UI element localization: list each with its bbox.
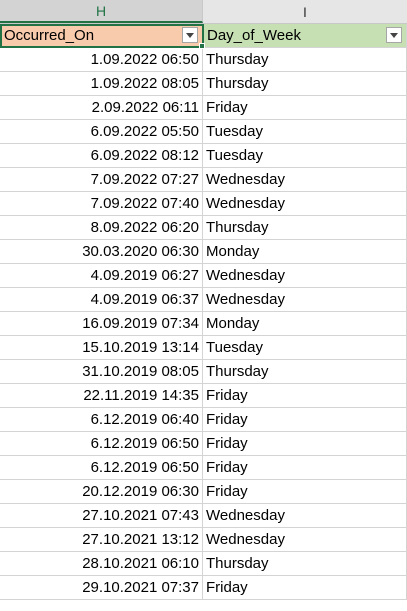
cell-occurred-on[interactable]: 22.11.2019 14:35	[0, 384, 203, 407]
cell-occurred-on[interactable]: 29.10.2021 07:37	[0, 576, 203, 599]
table-row: 2.09.2022 06:11 Friday	[0, 96, 407, 120]
table-row: 27.10.2021 13:12 Wednesday	[0, 528, 407, 552]
table-row: 7.09.2022 07:27 Wednesday	[0, 168, 407, 192]
column-header-i[interactable]: I	[303, 3, 307, 20]
cell-occurred-on[interactable]: 1.09.2022 08:05	[0, 72, 203, 95]
cell-day-of-week[interactable]: Friday	[203, 576, 407, 599]
cell-day-of-week[interactable]: Thursday	[203, 72, 407, 95]
table-row: 29.10.2021 07:37 Friday	[0, 576, 407, 600]
cell-occurred-on[interactable]: 1.09.2022 06:50	[0, 48, 203, 71]
cell-day-of-week[interactable]: Thursday	[203, 48, 407, 71]
table-row: 22.11.2019 14:35 Friday	[0, 384, 407, 408]
header-label-occurred-on: Occurred_On	[4, 27, 95, 44]
column-header-h[interactable]: H	[0, 0, 203, 23]
cell-day-of-week[interactable]: Wednesday	[203, 504, 407, 527]
cell-occurred-on[interactable]: 8.09.2022 06:20	[0, 216, 203, 239]
cell-occurred-on[interactable]: 4.09.2019 06:27	[0, 264, 203, 287]
cell-day-of-week[interactable]: Tuesday	[203, 336, 407, 359]
cell-day-of-week[interactable]: Wednesday	[203, 528, 407, 551]
table-row: 7.09.2022 07:40 Wednesday	[0, 192, 407, 216]
table-row: 28.10.2021 06:10 Thursday	[0, 552, 407, 576]
cell-occurred-on[interactable]: 6.12.2019 06:40	[0, 408, 203, 431]
table-row: 4.09.2019 06:37 Wednesday	[0, 288, 407, 312]
table-row: 27.10.2021 07:43 Wednesday	[0, 504, 407, 528]
cell-occurred-on[interactable]: 15.10.2019 13:14	[0, 336, 203, 359]
table-row: 6.12.2019 06:50 Friday	[0, 456, 407, 480]
cell-day-of-week[interactable]: Thursday	[203, 552, 407, 575]
cell-grid: Occurred_On Day_of_Week 1.09.2022 06:50 T…	[0, 24, 407, 600]
table-row: 1.09.2022 08:05 Thursday	[0, 72, 407, 96]
table-header-row: Occurred_On Day_of_Week	[0, 24, 407, 48]
cell-day-of-week[interactable]: Friday	[203, 480, 407, 503]
header-label-day-of-week: Day_of_Week	[207, 27, 301, 44]
cell-day-of-week[interactable]: Monday	[203, 240, 407, 263]
cell-occurred-on[interactable]: 4.09.2019 06:37	[0, 288, 203, 311]
fill-handle[interactable]	[199, 43, 205, 49]
cell-occurred-on[interactable]: 6.12.2019 06:50	[0, 456, 203, 479]
cell-occurred-on[interactable]: 20.12.2019 06:30	[0, 480, 203, 503]
cell-occurred-on[interactable]: 27.10.2021 13:12	[0, 528, 203, 551]
chevron-down-icon	[390, 32, 398, 38]
table-row: 20.12.2019 06:30 Friday	[0, 480, 407, 504]
column-headers: H I	[0, 0, 407, 24]
cell-day-of-week[interactable]: Thursday	[203, 360, 407, 383]
cell-day-of-week[interactable]: Friday	[203, 456, 407, 479]
cell-occurred-on[interactable]: 6.09.2022 05:50	[0, 120, 203, 143]
chevron-down-icon	[186, 32, 194, 38]
cell-occurred-on[interactable]: 7.09.2022 07:27	[0, 168, 203, 191]
cell-day-of-week[interactable]: Wednesday	[203, 264, 407, 287]
cell-occurred-on[interactable]: 6.12.2019 06:50	[0, 432, 203, 455]
table-row: 6.09.2022 08:12 Tuesday	[0, 144, 407, 168]
header-cell-day-of-week[interactable]: Day_of_Week	[203, 24, 407, 47]
cell-occurred-on[interactable]: 31.10.2019 08:05	[0, 360, 203, 383]
table-row: 6.12.2019 06:40 Friday	[0, 408, 407, 432]
cell-occurred-on[interactable]: 16.09.2019 07:34	[0, 312, 203, 335]
table-row: 30.03.2020 06:30 Monday	[0, 240, 407, 264]
filter-button-occurred-on[interactable]	[182, 27, 198, 43]
cell-day-of-week[interactable]: Wednesday	[203, 168, 407, 191]
table-row: 1.09.2022 06:50 Thursday	[0, 48, 407, 72]
cell-day-of-week[interactable]: Wednesday	[203, 192, 407, 215]
cell-occurred-on[interactable]: 6.09.2022 08:12	[0, 144, 203, 167]
cell-day-of-week[interactable]: Thursday	[203, 216, 407, 239]
cell-day-of-week[interactable]: Friday	[203, 432, 407, 455]
cell-day-of-week[interactable]: Wednesday	[203, 288, 407, 311]
header-cell-occurred-on[interactable]: Occurred_On	[0, 24, 203, 47]
cell-day-of-week[interactable]: Friday	[203, 384, 407, 407]
filter-button-day-of-week[interactable]	[386, 27, 402, 43]
table-row: 6.09.2022 05:50 Tuesday	[0, 120, 407, 144]
cell-occurred-on[interactable]: 2.09.2022 06:11	[0, 96, 203, 119]
cell-day-of-week[interactable]: Tuesday	[203, 120, 407, 143]
table-row: 6.12.2019 06:50 Friday	[0, 432, 407, 456]
cell-occurred-on[interactable]: 7.09.2022 07:40	[0, 192, 203, 215]
table-row: 8.09.2022 06:20 Thursday	[0, 216, 407, 240]
cell-day-of-week[interactable]: Tuesday	[203, 144, 407, 167]
cell-day-of-week[interactable]: Friday	[203, 408, 407, 431]
table-row: 4.09.2019 06:27 Wednesday	[0, 264, 407, 288]
cell-day-of-week[interactable]: Friday	[203, 96, 407, 119]
cell-occurred-on[interactable]: 28.10.2021 06:10	[0, 552, 203, 575]
cell-day-of-week[interactable]: Monday	[203, 312, 407, 335]
table-row: 16.09.2019 07:34 Monday	[0, 312, 407, 336]
table-row: 15.10.2019 13:14 Tuesday	[0, 336, 407, 360]
cell-occurred-on[interactable]: 27.10.2021 07:43	[0, 504, 203, 527]
cell-occurred-on[interactable]: 30.03.2020 06:30	[0, 240, 203, 263]
table-row: 31.10.2019 08:05 Thursday	[0, 360, 407, 384]
